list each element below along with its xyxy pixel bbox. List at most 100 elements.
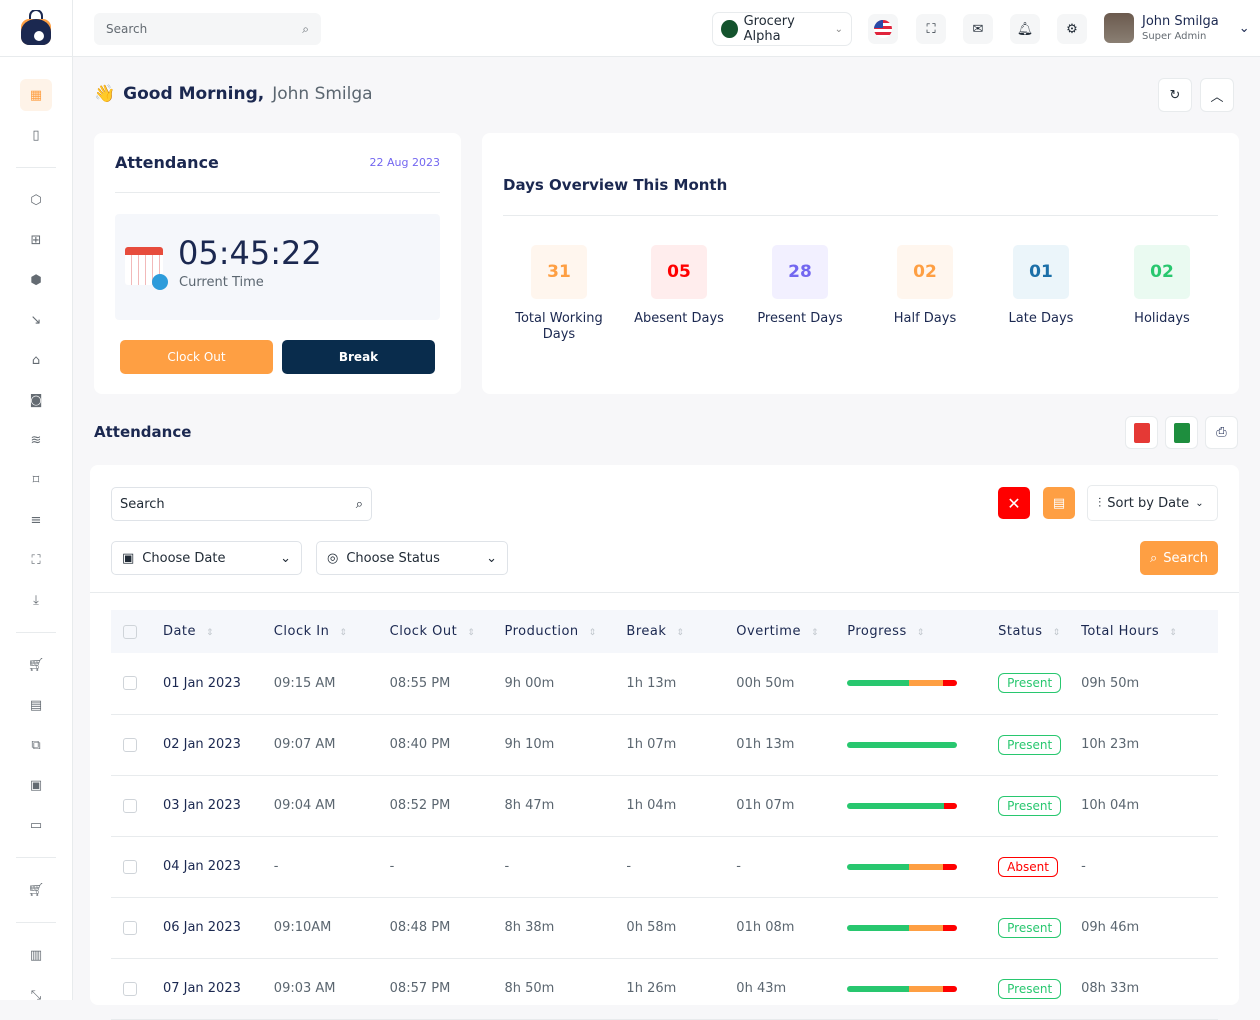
sidebar-layers-icon[interactable]: ≋ [30,432,42,448]
mail-icon: ✉ [972,21,984,37]
table-row[interactable]: 06 Jan 2023 09:10AM 08:48 PM 8h 38m 0h 5… [111,897,1218,959]
sidebar: ▦ ▯ ⬡ ⊞ ⬢ ↘ ⌂ ◙ ≋ ⌑ ≡ ⛶ ⤓ 🛒︎ ▤ ⧉ ▣ ▭ 🛒︎ … [0,0,73,1003]
logo[interactable] [0,0,72,57]
sidebar-plus-square-icon[interactable]: ⊞ [30,232,42,248]
column-header[interactable]: Clock In ⇕ [273,610,390,653]
sidebar-bookmark-icon[interactable]: ⌑ [32,472,40,488]
sidebar-dashboard-icon[interactable]: ▦ [20,79,52,111]
sort-icon[interactable]: ⇕ [339,628,348,638]
header-search-input[interactable]: Search ⌕ [94,13,321,45]
choose-status-dropdown[interactable]: ◎ Choose Status ⌄ [316,541,508,575]
row-checkbox[interactable] [123,737,137,752]
attendance-table: Date ⇕ Clock In ⇕ Clock Out ⇕ Production ⇕ Break… [111,610,1218,1020]
sidebar-cart2-icon[interactable]: 🛒︎ [27,882,45,898]
sidebar-download-icon[interactable]: ⤓ [33,592,39,608]
settings-button[interactable]: ⚙ [1057,14,1087,44]
table-row[interactable]: 03 Jan 2023 09:04 AM 08:52 PM 8h 47m 1h … [111,775,1218,837]
sidebar-tablet-icon[interactable]: ▯ [32,127,40,143]
user-menu[interactable]: John Smilga Super Admin ⌄ [1104,13,1250,43]
sort-icon[interactable]: ⇕ [588,628,597,638]
search-icon: ⌕ [355,496,363,512]
sidebar-minimize-icon[interactable]: ⤡ [30,987,42,1003]
table-row[interactable]: 04 Jan 2023 - - - - - Absent - [111,836,1218,898]
sort-dropdown[interactable]: ⫶ Sort by Date ⌄ [1087,485,1218,521]
layout-button[interactable]: ▤ [1043,487,1075,519]
sidebar-archive-icon[interactable]: ▥ [29,947,43,963]
language-flag-button[interactable] [868,14,898,44]
sidebar-file-icon[interactable]: ▤ [29,697,43,713]
choose-date-dropdown[interactable]: ▣ Choose Date ⌄ [111,541,302,575]
table-row[interactable]: 02 Jan 2023 09:07 AM 08:40 PM 9h 10m 1h … [111,714,1218,776]
sidebar-copy-icon[interactable]: ⧉ [31,737,41,753]
row-checkbox[interactable] [123,920,137,935]
table-search-input[interactable]: Search ⌕ [111,487,372,521]
column-header[interactable]: Break ⇕ [626,610,737,653]
collapse-button[interactable]: ︿ [1200,78,1234,112]
row-checkbox[interactable] [123,676,137,691]
sidebar-speaker-icon[interactable]: ◙ [29,392,43,408]
overtime-cell: 01h 13m [736,714,848,776]
progress-green [847,924,909,931]
sidebar-save-icon[interactable]: ▣ [29,777,43,793]
print-button[interactable]: ⎙ [1205,416,1238,449]
notifications-button[interactable]: 🔔︎ [1010,14,1040,44]
clear-filter-button[interactable]: ✕ [998,487,1030,519]
column-header[interactable]: Status ⇕ [998,610,1082,653]
column-header[interactable]: Date ⇕ [162,610,274,653]
column-header[interactable]: Production ⇕ [504,610,627,653]
clock-out-cell: 08:52 PM [389,775,505,837]
export-pdf-button[interactable] [1125,416,1158,449]
sort-icon[interactable]: ⇕ [1169,628,1178,638]
clock-out-cell: 08:55 PM [389,653,505,715]
column-header[interactable]: Overtime ⇕ [736,610,848,653]
search-button[interactable]: ⌕ Search [1140,541,1218,575]
clock-out-button[interactable]: Clock Out [120,340,273,374]
status-icon: ◎ [327,550,339,566]
overtime-cell: 00h 50m [736,653,848,715]
chevron-down-icon: ⌄ [280,550,291,566]
sort-icon[interactable]: ⇕ [467,628,476,638]
column-header[interactable]: Progress ⇕ [847,610,999,653]
table-row[interactable]: 01 Jan 2023 09:15 AM 08:55 PM 9h 00m 1h … [111,653,1218,715]
sidebar-hard-drive-icon[interactable]: ▭ [29,817,43,833]
progress-bar [847,924,958,931]
sidebar-trending-down-icon[interactable]: ↘ [30,312,42,328]
sidebar-list-icon[interactable]: ≡ [30,512,42,528]
wave-icon: 👋 [94,84,116,104]
refresh-icon: ↻ [1169,87,1181,103]
progress-cell [847,653,999,715]
sidebar-tag-icon[interactable]: ⌂ [31,352,41,368]
export-xls-button[interactable] [1165,416,1198,449]
sidebar-scan-icon[interactable]: ⛶ [31,552,41,568]
column-label: Break [626,624,667,639]
overtime-cell: - [736,836,848,898]
mail-button[interactable]: ✉ [963,14,993,44]
date-cell: 07 Jan 2023 [162,958,274,1020]
row-checkbox[interactable] [123,981,137,996]
printer-icon: ⎙ [1216,425,1227,440]
column-header[interactable]: Total Hours ⇕ [1081,610,1218,653]
sort-icon[interactable]: ⇕ [676,628,685,638]
sort-icon[interactable]: ⇕ [916,628,925,638]
sort-icon[interactable]: ⇕ [810,628,819,638]
overtime-cell: 0h 43m [736,958,848,1020]
sort-icon[interactable]: ⇕ [1052,628,1061,638]
status-badge: Present [998,734,1062,755]
sidebar-box-icon[interactable]: ⬡ [30,192,42,208]
total-hours-cell: 09h 50m [1081,653,1218,715]
sort-icon[interactable]: ⇕ [206,628,215,638]
refresh-button[interactable]: ↻ [1158,78,1192,112]
sidebar-codesandbox-icon[interactable]: ⬢ [30,272,42,288]
date-cell: 06 Jan 2023 [162,897,274,959]
row-checkbox[interactable] [123,859,137,874]
chevron-down-icon: ⌄ [1195,497,1204,509]
table-row[interactable]: 07 Jan 2023 09:03 AM 08:57 PM 8h 50m 1h … [111,958,1218,1020]
select-all-checkbox[interactable] [123,624,137,639]
row-checkbox[interactable] [123,798,137,813]
column-header[interactable]: Clock Out ⇕ [389,610,505,653]
fullscreen-button[interactable]: ⛶ [916,14,946,44]
break-button[interactable]: Break [282,340,435,374]
store-selector[interactable]: Grocery Alpha ⌄ [712,12,852,46]
stat-label: Holidays [1134,311,1190,326]
sidebar-cart-icon[interactable]: 🛒︎ [27,657,45,673]
